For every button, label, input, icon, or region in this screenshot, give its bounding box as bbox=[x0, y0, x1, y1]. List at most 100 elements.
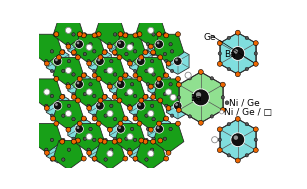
Polygon shape bbox=[109, 116, 132, 142]
Circle shape bbox=[177, 96, 181, 99]
Circle shape bbox=[89, 127, 92, 131]
Circle shape bbox=[104, 138, 107, 142]
Circle shape bbox=[53, 57, 62, 65]
Circle shape bbox=[77, 42, 79, 44]
Circle shape bbox=[254, 52, 258, 55]
Circle shape bbox=[98, 138, 103, 143]
Circle shape bbox=[77, 76, 82, 81]
Circle shape bbox=[234, 49, 238, 54]
Circle shape bbox=[155, 40, 164, 48]
Circle shape bbox=[125, 117, 128, 121]
Circle shape bbox=[108, 43, 111, 46]
Circle shape bbox=[134, 114, 137, 117]
Circle shape bbox=[118, 76, 123, 81]
Circle shape bbox=[253, 41, 258, 46]
Circle shape bbox=[87, 104, 90, 108]
Polygon shape bbox=[74, 79, 105, 108]
Circle shape bbox=[62, 69, 65, 73]
Circle shape bbox=[157, 76, 161, 81]
Circle shape bbox=[134, 69, 137, 73]
Circle shape bbox=[72, 117, 75, 121]
Circle shape bbox=[134, 138, 137, 142]
Circle shape bbox=[76, 55, 80, 60]
Circle shape bbox=[217, 41, 222, 46]
Polygon shape bbox=[135, 101, 166, 130]
Circle shape bbox=[125, 33, 128, 36]
Polygon shape bbox=[148, 71, 171, 97]
Circle shape bbox=[51, 116, 56, 121]
Polygon shape bbox=[135, 140, 166, 170]
Circle shape bbox=[96, 57, 104, 65]
Polygon shape bbox=[102, 106, 118, 121]
Circle shape bbox=[123, 33, 128, 38]
Circle shape bbox=[83, 33, 87, 36]
Circle shape bbox=[152, 73, 155, 76]
Circle shape bbox=[148, 110, 154, 117]
Circle shape bbox=[210, 77, 214, 80]
Circle shape bbox=[96, 102, 104, 110]
Polygon shape bbox=[92, 53, 108, 69]
Circle shape bbox=[157, 32, 161, 37]
Circle shape bbox=[235, 158, 240, 163]
Circle shape bbox=[76, 138, 80, 143]
Polygon shape bbox=[53, 101, 84, 130]
Circle shape bbox=[81, 156, 86, 161]
Circle shape bbox=[166, 106, 171, 111]
Circle shape bbox=[166, 150, 171, 155]
Circle shape bbox=[50, 69, 54, 73]
Circle shape bbox=[176, 121, 181, 126]
Polygon shape bbox=[220, 33, 256, 74]
Circle shape bbox=[102, 50, 107, 55]
Circle shape bbox=[245, 122, 248, 126]
Circle shape bbox=[89, 43, 92, 46]
Polygon shape bbox=[50, 53, 65, 69]
Circle shape bbox=[155, 125, 164, 133]
Circle shape bbox=[55, 59, 58, 61]
Circle shape bbox=[107, 84, 112, 89]
Circle shape bbox=[234, 136, 238, 140]
Polygon shape bbox=[53, 17, 84, 46]
Circle shape bbox=[133, 116, 138, 121]
Circle shape bbox=[107, 110, 113, 117]
Circle shape bbox=[227, 36, 231, 40]
Circle shape bbox=[83, 92, 87, 96]
Circle shape bbox=[163, 52, 167, 56]
Polygon shape bbox=[53, 140, 84, 170]
Circle shape bbox=[143, 50, 148, 55]
Circle shape bbox=[137, 57, 145, 65]
Polygon shape bbox=[89, 48, 111, 74]
Polygon shape bbox=[152, 77, 167, 92]
Polygon shape bbox=[89, 137, 111, 163]
Circle shape bbox=[75, 125, 84, 133]
Circle shape bbox=[117, 98, 122, 103]
Circle shape bbox=[67, 148, 71, 151]
Circle shape bbox=[220, 110, 223, 114]
Circle shape bbox=[98, 98, 103, 103]
Circle shape bbox=[227, 67, 231, 71]
Polygon shape bbox=[153, 34, 184, 64]
Circle shape bbox=[113, 92, 117, 96]
Circle shape bbox=[112, 50, 117, 55]
Circle shape bbox=[176, 32, 181, 37]
Circle shape bbox=[104, 69, 107, 73]
Circle shape bbox=[86, 44, 92, 50]
Circle shape bbox=[96, 121, 101, 126]
Circle shape bbox=[217, 148, 222, 153]
Circle shape bbox=[54, 76, 59, 81]
Circle shape bbox=[104, 50, 107, 53]
Circle shape bbox=[185, 72, 191, 78]
Circle shape bbox=[150, 148, 154, 151]
Polygon shape bbox=[152, 36, 167, 52]
Polygon shape bbox=[68, 116, 91, 142]
Circle shape bbox=[217, 61, 222, 66]
Circle shape bbox=[218, 138, 221, 141]
Circle shape bbox=[152, 92, 155, 96]
Circle shape bbox=[169, 83, 172, 86]
Circle shape bbox=[65, 27, 72, 33]
Circle shape bbox=[81, 116, 86, 121]
Circle shape bbox=[50, 158, 54, 161]
Polygon shape bbox=[68, 31, 91, 57]
Circle shape bbox=[113, 117, 117, 121]
Circle shape bbox=[96, 76, 101, 81]
Circle shape bbox=[157, 82, 159, 84]
